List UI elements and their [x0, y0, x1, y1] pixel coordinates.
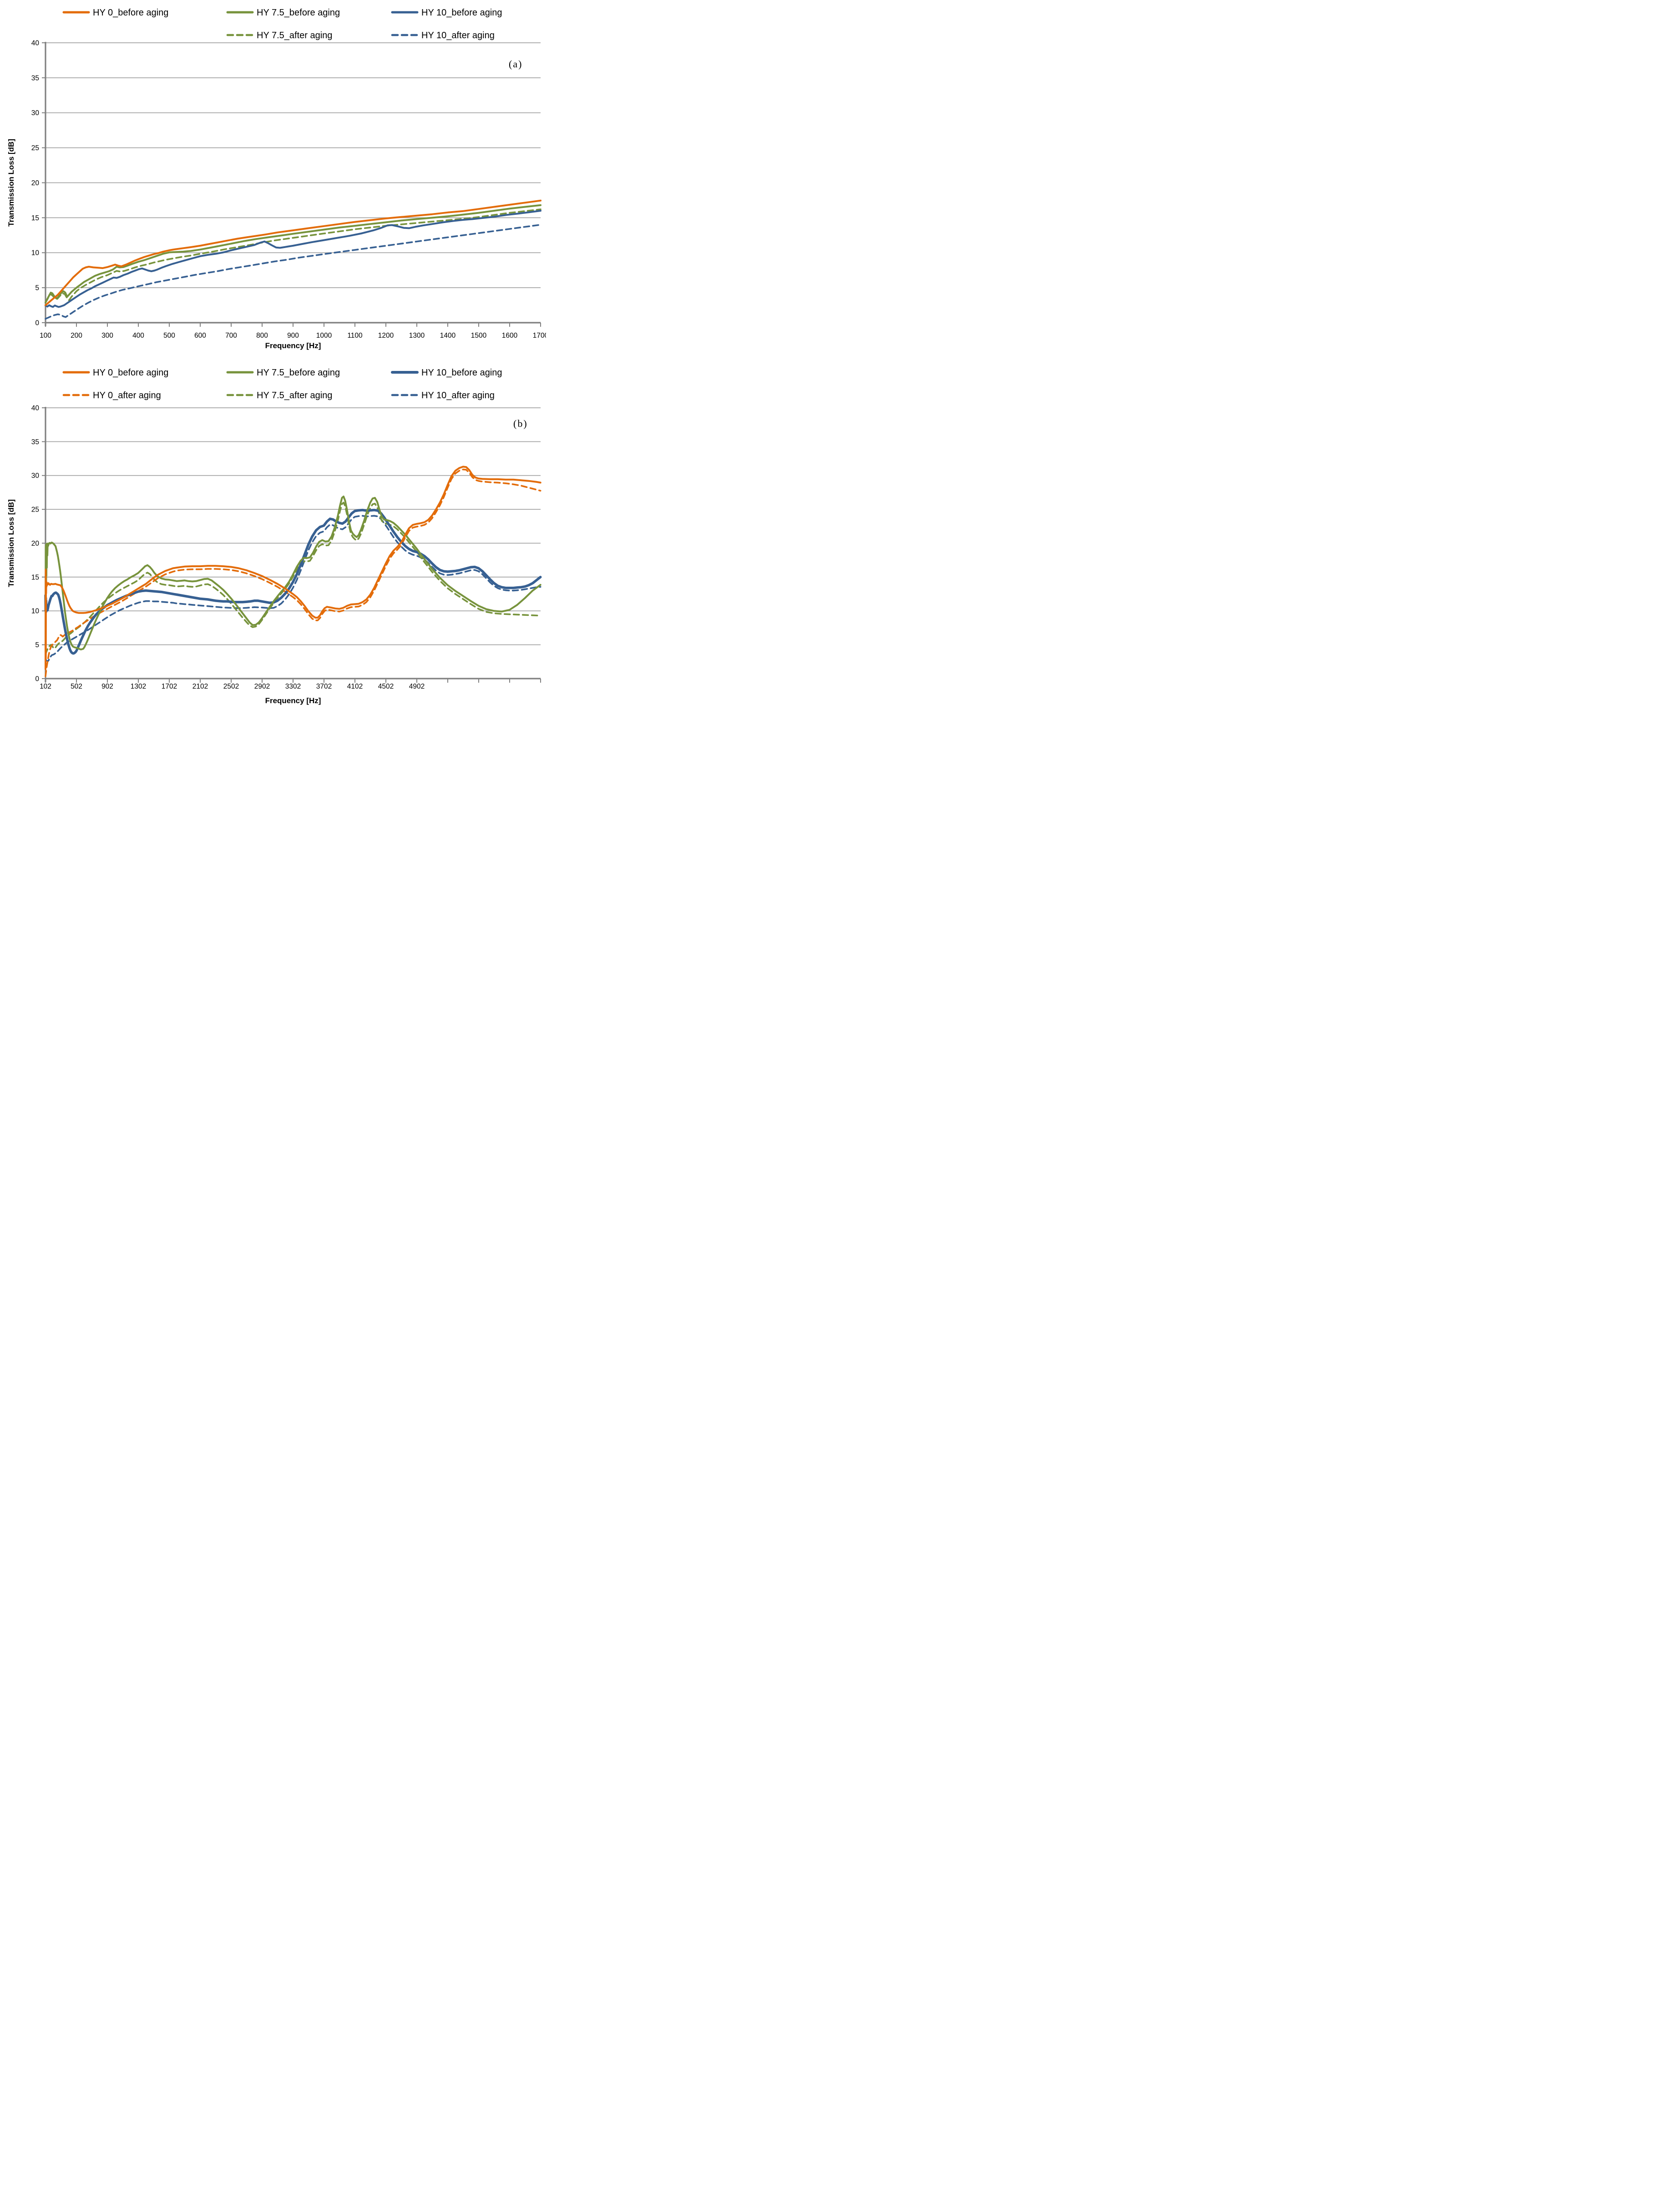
x-tick-label: 1200 — [378, 332, 394, 340]
legend-label: HY 7.5_after aging — [257, 390, 332, 401]
x-tick-label: 4502 — [378, 683, 394, 690]
legend-label: HY 10_before aging — [421, 368, 502, 378]
legend-label: HY 7.5_before aging — [257, 8, 340, 18]
x-tick-label: 600 — [194, 332, 206, 340]
series-hy-0-after-aging — [45, 468, 541, 677]
x-tick-label: 4902 — [409, 683, 425, 690]
panel-a: 0 5 10 15 20 25 30 35 40 100 200 300 400 500 600 700 800… — [0, 0, 546, 355]
y-tick-label: 35 — [31, 74, 39, 82]
y-tick-label: 25 — [31, 506, 39, 514]
panel-label: (a) — [509, 58, 522, 70]
x-tick-label: 3302 — [285, 683, 301, 690]
y-tick-label: 5 — [35, 284, 39, 292]
x-tick-label: 1100 — [347, 332, 363, 340]
panel-b: 0 5 10 15 20 25 30 35 40 102 502 902 1302 1702 2102 250… — [0, 355, 546, 715]
x-tick-label: 1302 — [131, 683, 146, 690]
chart-a-canvas: 0 5 10 15 20 25 30 35 40 100 200 300 400 500 600 700 800… — [0, 0, 546, 355]
series-hy-0-before-aging — [45, 466, 541, 670]
x-tick-label: 400 — [132, 332, 144, 340]
y-tick-label: 30 — [31, 109, 40, 117]
legend-label: HY 0_before aging — [93, 8, 168, 18]
series-hy-7.5-before-aging — [45, 204, 541, 304]
legend-label: HY 7.5_after aging — [257, 30, 332, 41]
x-tick-label: 2902 — [254, 683, 270, 690]
x-tick-label: 1702 — [162, 683, 177, 690]
x-axis-title: Frequency [Hz] — [265, 696, 321, 705]
series-hy-7.5-after-aging — [45, 502, 541, 655]
series-hy-7.5-after-aging — [45, 208, 541, 304]
y-tick-label: 30 — [31, 472, 40, 480]
legend-label: HY 10_before aging — [421, 8, 502, 18]
y-tick-label: 40 — [31, 404, 40, 412]
x-tick-label: 1300 — [409, 332, 425, 340]
x-tick-label: 1400 — [440, 332, 456, 340]
y-tick-label: 5 — [35, 641, 39, 649]
y-tick-label: 10 — [31, 249, 40, 257]
series-hy-7.5-before-aging — [45, 495, 541, 653]
x-tick-label: 2102 — [192, 683, 208, 690]
x-tick-label: 1500 — [471, 332, 487, 340]
x-tick-label: 700 — [225, 332, 237, 340]
y-tick-label: 20 — [31, 540, 40, 548]
x-tick-label: 1000 — [316, 332, 332, 340]
y-tick-label: 0 — [35, 319, 39, 327]
y-axis-title: Transmission Loss [dB] — [7, 499, 15, 587]
x-tick-label: 800 — [256, 332, 268, 340]
y-tick-label: 20 — [31, 179, 40, 187]
y-tick-label: 25 — [31, 144, 39, 152]
legend-label: HY 10_after aging — [421, 390, 495, 401]
x-tick-label: 502 — [71, 683, 82, 690]
y-tick-label: 15 — [31, 214, 39, 222]
x-tick-label: 2502 — [223, 683, 239, 690]
y-tick-label: 0 — [35, 675, 39, 683]
series-hy-10-before-aging — [45, 210, 541, 308]
x-tick-label: 100 — [40, 332, 51, 340]
y-axis-title: Transmission Loss [dB] — [7, 139, 15, 227]
x-tick-label: 3702 — [316, 683, 332, 690]
x-tick-label: 500 — [163, 332, 175, 340]
legend-label: HY 0_after aging — [93, 390, 161, 401]
x-tick-label: 300 — [101, 332, 113, 340]
x-tick-label: 200 — [71, 332, 82, 340]
y-tick-label: 15 — [31, 573, 39, 581]
legend-label: HY 7.5_before aging — [257, 368, 340, 378]
series-hy-10-after-aging — [45, 515, 541, 662]
x-axis-title: Frequency [Hz] — [265, 341, 321, 350]
y-tick-label: 10 — [31, 608, 40, 615]
x-tick-label: 4102 — [347, 683, 363, 690]
series-hy-10-after-aging — [45, 223, 541, 320]
x-tick-label: 902 — [101, 683, 113, 690]
x-tick-label: 1600 — [502, 332, 518, 340]
x-tick-label: 900 — [287, 332, 299, 340]
y-tick-label: 35 — [31, 438, 39, 446]
y-tick-label: 40 — [31, 39, 40, 47]
legend-label: HY 10_after aging — [421, 30, 495, 41]
figure-container: 0 5 10 15 20 25 30 35 40 100 200 300 400 500 600 700 800… — [0, 0, 546, 715]
series-hy-0-before-aging — [45, 199, 541, 306]
panel-label: (b) — [513, 418, 528, 429]
x-tick-label: 1700 — [533, 332, 546, 340]
x-tick-label: 102 — [40, 683, 51, 690]
chart-b-canvas: 0 5 10 15 20 25 30 35 40 102 502 902 1302 1702 2102 250… — [0, 355, 546, 715]
legend-label: HY 0_before aging — [93, 368, 168, 378]
series-hy-10-before-aging — [44, 508, 542, 655]
